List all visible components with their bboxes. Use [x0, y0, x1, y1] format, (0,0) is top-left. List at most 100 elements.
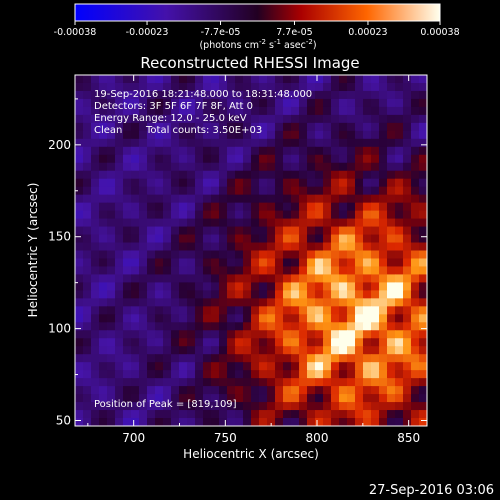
heatmap-cell: [339, 338, 348, 347]
info-line-counts: Total counts: 3.50E+03: [145, 125, 262, 136]
heatmap-cell: [283, 218, 292, 228]
heatmap-cell: [323, 346, 332, 355]
heatmap-cell: [323, 354, 332, 363]
heatmap-cell: [259, 322, 268, 331]
heatmap-cell: [363, 194, 372, 204]
heatmap-cell: [155, 218, 164, 228]
heatmap-cell: [171, 82, 180, 92]
heatmap-cell: [75, 338, 84, 347]
heatmap-cell: [307, 378, 316, 387]
heatmap-cell: [323, 410, 332, 419]
heatmap-cell: [203, 354, 212, 363]
heatmap-cell: [99, 146, 108, 156]
heatmap-cell: [243, 394, 252, 403]
heatmap-cell: [227, 194, 236, 204]
heatmap-cell: [395, 130, 404, 140]
heatmap-cell: [227, 234, 236, 244]
heatmap-cell: [307, 394, 316, 403]
heatmap-cell: [355, 290, 364, 299]
heatmap-cell: [83, 250, 92, 260]
heatmap-cell: [131, 234, 140, 244]
heatmap-cell: [155, 266, 164, 276]
heatmap-cell: [355, 370, 364, 379]
heatmap-cell: [347, 346, 356, 355]
info-line-detectors: Detectors: 3F 5F 6F 7F 8F, Att 0: [94, 101, 253, 112]
heatmap-cell: [163, 322, 172, 331]
heatmap-cell: [259, 274, 268, 284]
heatmap-cell: [171, 402, 180, 411]
heatmap-cell: [419, 314, 427, 323]
heatmap-cell: [163, 138, 172, 148]
heatmap-cell: [363, 282, 372, 291]
heatmap-cell: [347, 418, 356, 426]
heatmap-cell: [115, 106, 124, 116]
heatmap-cell: [163, 242, 172, 252]
heatmap-cell: [315, 138, 324, 148]
heatmap-cell: [307, 178, 316, 188]
heatmap-cell: [323, 258, 332, 268]
heatmap-cell: [179, 75, 188, 84]
heatmap-cell: [267, 106, 276, 116]
heatmap-cell: [323, 290, 332, 299]
heatmap-cell: [331, 242, 340, 252]
heatmap-cell: [83, 114, 92, 124]
heatmap-cell: [275, 178, 284, 188]
heatmap-cell: [107, 82, 116, 92]
heatmap-cell: [307, 75, 316, 84]
heatmap-cell: [347, 378, 356, 387]
heatmap-cell: [275, 138, 284, 148]
heatmap-cell: [323, 370, 332, 379]
heatmap-cell: [187, 75, 196, 84]
heatmap-cell: [219, 282, 228, 291]
heatmap-cell: [203, 138, 212, 148]
heatmap-cell: [203, 106, 212, 116]
heatmap-cell: [307, 98, 316, 108]
heatmap-cell: [387, 106, 396, 116]
heatmap-cell: [251, 178, 260, 188]
heatmap-cell: [179, 154, 188, 164]
heatmap-cell: [283, 354, 292, 363]
heatmap-cell: [203, 274, 212, 284]
heatmap-cell: [155, 362, 164, 371]
heatmap-cell: [219, 218, 228, 228]
heatmap-cell: [371, 178, 380, 188]
heatmap-cell: [187, 234, 196, 244]
heatmap-cell: [203, 362, 212, 371]
heatmap-cell: [171, 122, 180, 132]
heatmap-cell: [227, 186, 236, 196]
heatmap-cell: [371, 402, 380, 411]
heatmap-cell: [227, 362, 236, 371]
heatmap-cell: [323, 298, 332, 307]
heatmap-cell: [195, 314, 204, 323]
heatmap-cell: [83, 282, 92, 291]
heatmap-cell: [315, 362, 324, 371]
heatmap-cell: [195, 98, 204, 108]
heatmap-cell: [75, 114, 84, 124]
heatmap-cell: [179, 146, 188, 156]
heatmap-cell: [147, 258, 156, 268]
info-line-clean: Clean: [94, 125, 122, 136]
heatmap-cell: [227, 146, 236, 156]
heatmap-cell: [251, 386, 260, 395]
heatmap-cell: [227, 338, 236, 347]
heatmap-cell: [187, 114, 196, 124]
heatmap-cell: [115, 418, 124, 426]
heatmap-cell: [371, 210, 380, 220]
heatmap-cell: [163, 330, 172, 339]
heatmap-cell: [315, 194, 324, 204]
heatmap-cell: [259, 258, 268, 268]
heatmap-cell: [331, 106, 340, 116]
heatmap-cell: [371, 114, 380, 124]
heatmap-cell: [171, 138, 180, 148]
heatmap-cell: [291, 418, 300, 426]
heatmap-cell: [115, 274, 124, 284]
heatmap-cell: [179, 394, 188, 403]
heatmap-cell: [355, 122, 364, 132]
heatmap-cell: [227, 394, 236, 403]
heatmap-cell: [131, 402, 140, 411]
heatmap-cell: [331, 330, 340, 339]
heatmap-cell: [147, 290, 156, 299]
heatmap-cell: [187, 98, 196, 108]
heatmap-cell: [227, 82, 236, 92]
